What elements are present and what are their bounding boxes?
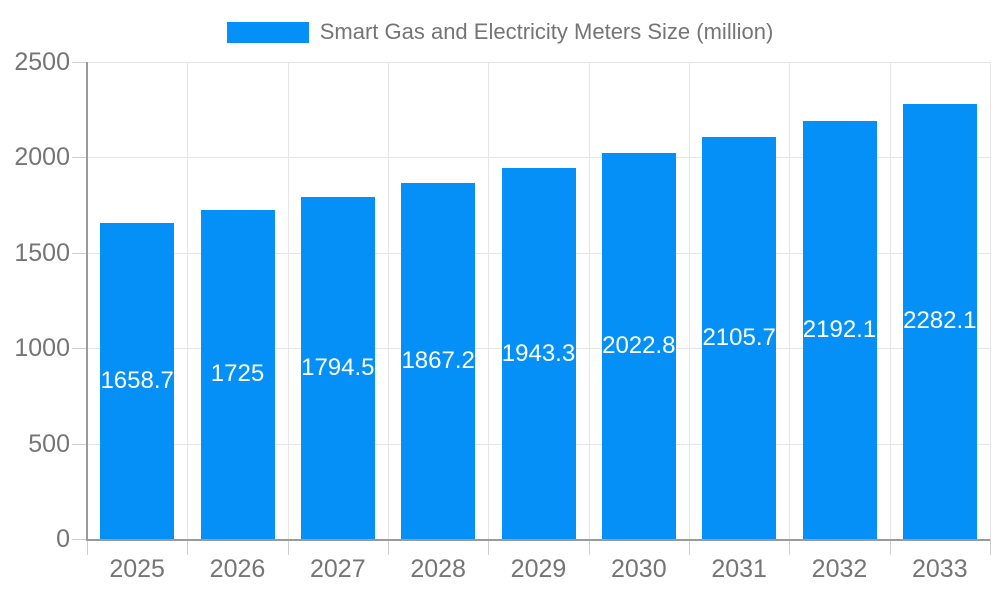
bar-2028[interactable] — [401, 182, 476, 539]
x-tick — [388, 539, 389, 555]
x-tick-label: 2026 — [209, 555, 266, 583]
bar-value-label: 2105.7 — [702, 324, 776, 352]
bar-value-label: 2282.1 — [903, 307, 977, 335]
bar-2029[interactable] — [501, 168, 576, 539]
x-tick — [287, 539, 289, 555]
x-tick — [87, 539, 88, 555]
bar-value-label: 1794.5 — [301, 353, 375, 381]
y-tick — [72, 252, 87, 254]
x-tick — [588, 539, 590, 555]
bar-2030[interactable] — [601, 153, 676, 539]
bar-2027[interactable] — [300, 196, 375, 539]
y-tick — [72, 348, 87, 350]
x-gridline — [789, 62, 791, 539]
bar-value-label: 1867.2 — [401, 346, 475, 374]
y-tick-label: 1000 — [14, 334, 70, 363]
bar-value-label: 2022.8 — [602, 332, 676, 360]
y-tick-label: 500 — [28, 429, 70, 458]
bar-2033[interactable] — [902, 103, 977, 539]
y-tick — [72, 539, 87, 540]
legend-label: Smart Gas and Electricity Meters Size (m… — [319, 19, 774, 44]
x-gridline — [588, 62, 590, 539]
x-tick-label: 2029 — [510, 555, 567, 583]
y-axis-line — [86, 62, 88, 540]
x-tick — [689, 539, 690, 555]
bar-value-label: 1725 — [210, 360, 265, 388]
y-gridline — [87, 157, 990, 159]
bar-2032[interactable] — [802, 120, 877, 539]
x-gridline — [187, 62, 189, 539]
x-tick-label: 2033 — [912, 555, 968, 583]
bar-value-label: 1658.7 — [100, 366, 174, 394]
x-gridline — [990, 62, 991, 539]
y-tick — [72, 62, 87, 63]
bar-value-label: 1943.3 — [501, 339, 576, 367]
bar-2026[interactable] — [200, 209, 275, 539]
y-tick-label: 2000 — [14, 143, 70, 172]
y-tick-label: 0 — [56, 525, 70, 553]
x-gridline — [488, 62, 490, 539]
x-tick-label: 2027 — [310, 555, 366, 583]
y-tick — [72, 443, 87, 445]
x-tick — [187, 539, 189, 555]
x-gridline — [287, 62, 289, 539]
y-tick-label: 1500 — [14, 238, 70, 267]
bar-2031[interactable] — [702, 137, 777, 539]
x-tick — [889, 539, 891, 555]
x-gridline — [889, 62, 891, 539]
y-tick-label: 2500 — [14, 48, 70, 76]
x-tick-label: 2031 — [711, 555, 767, 583]
x-tick — [488, 539, 490, 555]
y-tick — [72, 157, 87, 159]
bar-value-label: 2192.1 — [802, 315, 877, 343]
x-axis-line — [86, 539, 990, 541]
x-tick-label: 2032 — [811, 555, 868, 583]
x-tick — [789, 539, 791, 555]
bar-2025[interactable] — [100, 222, 175, 539]
x-tick-label: 2025 — [109, 555, 165, 583]
x-gridline — [689, 62, 690, 539]
x-tick-label: 2030 — [611, 555, 667, 583]
legend[interactable]: Smart Gas and Electricity Meters Size (m… — [0, 19, 1000, 45]
x-tick-label: 2028 — [410, 555, 466, 583]
x-gridline — [388, 62, 389, 539]
legend-swatch-icon — [226, 21, 309, 43]
x-tick — [990, 539, 991, 555]
y-gridline — [87, 62, 990, 63]
